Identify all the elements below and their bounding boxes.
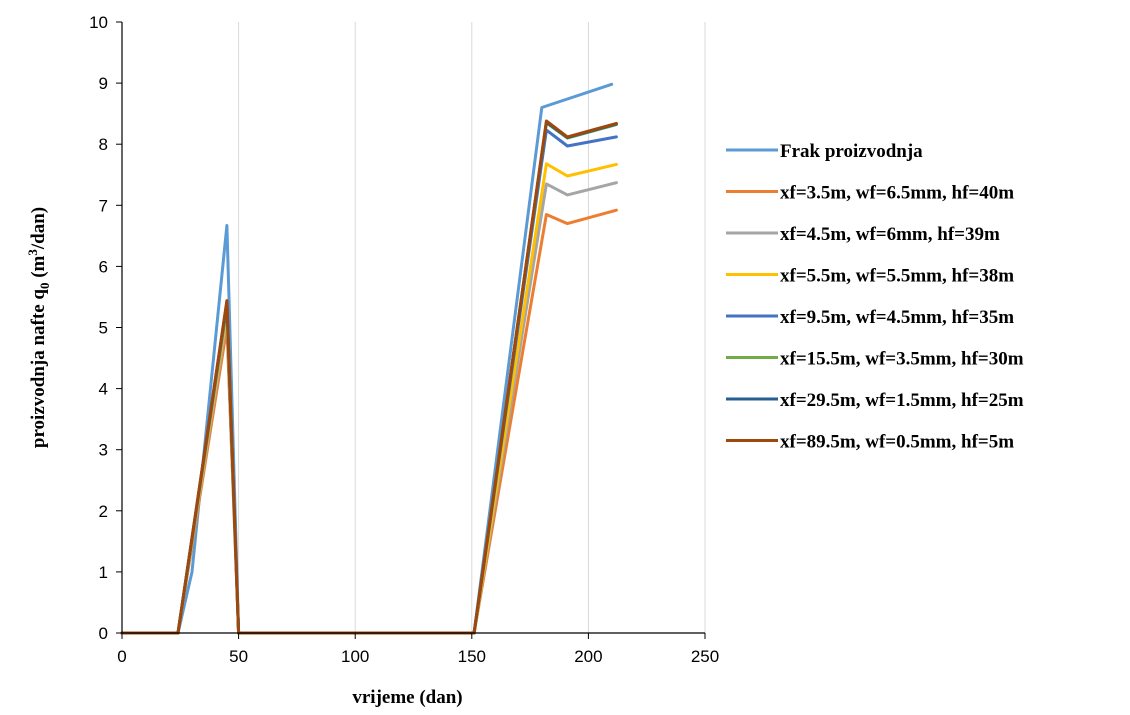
x-axis-title: vrijeme (dan) [352, 687, 462, 708]
y-tick-label-5: 5 [99, 319, 108, 338]
legend-label-8: xf=89.5m, wf=0.5mm, hf=5m [780, 432, 1014, 453]
y-axis-title-unit-post: /dan) [28, 207, 49, 250]
y-tick-label-9: 9 [99, 74, 108, 93]
legend-label-2: xf=3.5m, wf=6.5mm, hf=40m [780, 183, 1014, 204]
y-tick-label-3: 3 [99, 441, 108, 460]
x-tick-label-200: 200 [574, 647, 602, 666]
legend-label-3: xf=4.5m, wf=6mm, hf=39m [780, 224, 1000, 245]
series-line-1 [120, 82, 614, 635]
y-axis-title: proizvodnja nafte q0 (m3/dan) [25, 207, 52, 448]
y-tick-label-2: 2 [99, 502, 108, 521]
y-axis-title-main: proizvodnja nafte q [28, 289, 49, 448]
legend-label-7: xf=29.5m, wf=1.5mm, hf=25m [780, 390, 1024, 411]
legend-label-1: Frak proizvodnja [780, 141, 923, 162]
y-tick-label-1: 1 [99, 563, 108, 582]
y-tick-label-0: 0 [99, 624, 108, 643]
y-tick-label-4: 4 [99, 380, 108, 399]
y-axis-title-unit-superscript: 3 [25, 249, 40, 256]
legend-label-5: xf=9.5m, wf=4.5mm, hf=35m [780, 307, 1014, 328]
legend: Frak proizvodnja xf=3.5m, wf=6.5mm, hf=40… [726, 141, 1024, 453]
series-line-3 [120, 181, 618, 635]
x-tick-label-250: 250 [691, 647, 719, 666]
y-tick-labels: 0 1 2 3 4 5 6 7 8 9 10 [89, 13, 108, 643]
legend-label-6: xf=15.5m, wf=3.5mm, hf=30m [780, 349, 1024, 370]
x-tick-labels: 0 50 100 150 200 250 [117, 647, 719, 666]
y-tick-label-6: 6 [99, 257, 108, 276]
y-tick-label-8: 8 [99, 135, 108, 154]
y-tick-label-7: 7 [99, 196, 108, 215]
legend-label-4: xf=5.5m, wf=5.5mm, hf=38m [780, 266, 1014, 287]
gridlines [238, 22, 706, 633]
y-axis-title-unit-pre: (m [28, 255, 49, 282]
x-tick-label-100: 100 [341, 647, 369, 666]
x-tick-label-0: 0 [117, 647, 126, 666]
y-axis-title-subscript: 0 [37, 283, 52, 290]
y-tick-label-10: 10 [89, 13, 108, 32]
x-tick-label-150: 150 [458, 647, 486, 666]
series-line-2 [120, 208, 618, 635]
x-tick-label-50: 50 [229, 647, 248, 666]
axes [116, 21, 706, 639]
series-lines [120, 82, 618, 635]
